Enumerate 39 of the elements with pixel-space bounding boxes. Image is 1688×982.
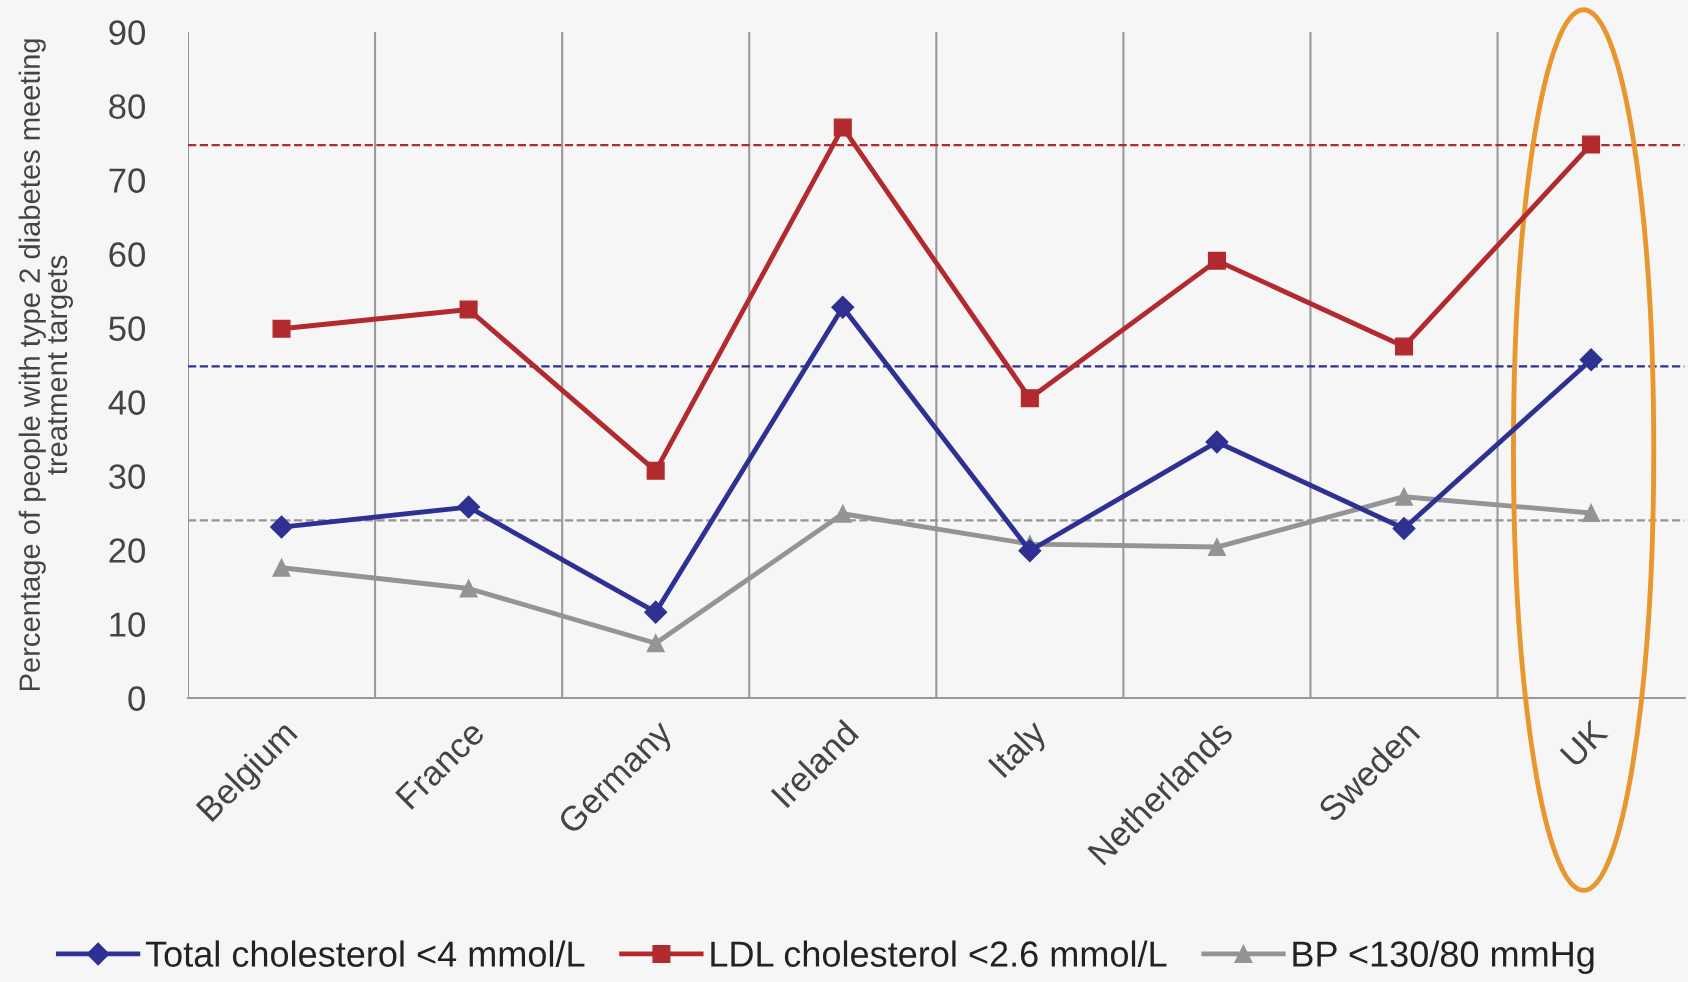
point <box>833 504 852 523</box>
point <box>1582 135 1601 154</box>
point <box>646 461 665 480</box>
y-tick-label: 10 <box>110 612 145 637</box>
point <box>1018 539 1042 563</box>
point <box>644 600 668 624</box>
point <box>1582 503 1601 523</box>
point <box>459 300 478 319</box>
y-tick-label: 50 <box>109 316 145 341</box>
point <box>646 634 665 653</box>
legend-label: Total cholesterol <4 mmol/L <box>145 940 585 967</box>
point <box>1207 538 1226 557</box>
point <box>272 319 291 338</box>
point <box>457 495 481 519</box>
point <box>459 579 478 598</box>
y-tick-label: 60 <box>109 242 145 267</box>
legend-label: LDL cholesterol <2.6 mmol/L <box>711 940 1167 967</box>
point <box>1394 487 1414 506</box>
y-tick-label: 80 <box>109 94 145 119</box>
point <box>1394 337 1414 356</box>
point <box>1579 348 1603 372</box>
y-tick-label: 0 <box>128 686 145 711</box>
x-tick-label: UK <box>1559 718 1609 768</box>
point <box>272 558 291 577</box>
y-tick-label: 70 <box>109 168 145 193</box>
point <box>1392 517 1416 541</box>
point <box>270 515 294 539</box>
y-axis-title: Percentage of people with type 2 diabetes meeting treatment targets <box>18 39 73 691</box>
point <box>1207 251 1226 270</box>
y-tick-label: 20 <box>109 538 145 563</box>
point <box>1205 430 1229 454</box>
x-tick-label: Italy <box>987 717 1053 784</box>
y-tick-label: 90 <box>109 20 145 45</box>
y-tick-label: 30 <box>109 464 145 489</box>
point <box>1020 389 1039 408</box>
y-tick-label: 40 <box>108 390 145 415</box>
point <box>833 118 852 137</box>
point <box>831 295 855 319</box>
legend-label: BP <130/80 mmHg <box>1293 940 1594 975</box>
